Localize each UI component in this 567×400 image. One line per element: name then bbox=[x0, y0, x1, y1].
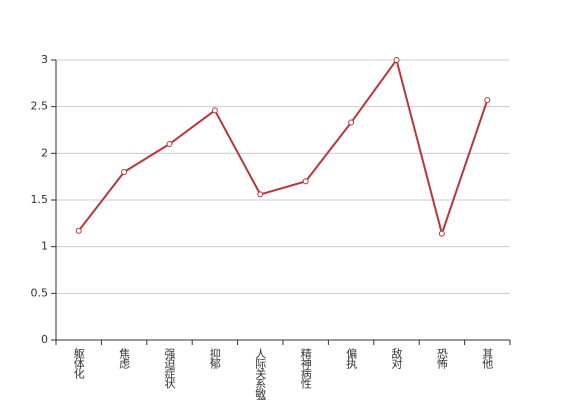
x-tick-label: 偏执 bbox=[345, 347, 358, 370]
point bbox=[438, 230, 445, 237]
x-tick-label: 敌对 bbox=[390, 347, 403, 369]
y-tick-label: 0 bbox=[41, 333, 48, 346]
x-tick-label: 其他 bbox=[481, 348, 494, 369]
point bbox=[121, 169, 128, 175]
y-tick-label: 3 bbox=[41, 53, 48, 66]
point bbox=[211, 107, 218, 114]
x-tick-label: 躯体化 bbox=[72, 348, 85, 380]
point bbox=[75, 227, 82, 234]
point bbox=[393, 57, 400, 63]
y-tick-label: 0.5 bbox=[31, 286, 49, 299]
y-tick-label: 2.5 bbox=[31, 100, 49, 113]
y-tick-label: 1 bbox=[41, 240, 48, 253]
point bbox=[302, 178, 309, 185]
y-tick-label: 1.5 bbox=[31, 193, 49, 206]
x-tick-label: 人际关系敏感 bbox=[254, 348, 267, 400]
x-tick-label: 焦虑 bbox=[118, 348, 131, 369]
point bbox=[348, 119, 355, 126]
x-tick-label: 精神病性 bbox=[299, 348, 312, 390]
point bbox=[257, 191, 264, 198]
point bbox=[484, 97, 491, 104]
x-tick-label: 抑郁 bbox=[208, 347, 221, 369]
line bbox=[77, 57, 489, 238]
x-tick-label: 强迫症状 bbox=[163, 348, 176, 389]
y-tick-label: 2 bbox=[41, 146, 48, 159]
point bbox=[166, 141, 173, 147]
x-tick-label: 恐怖 bbox=[435, 348, 448, 369]
